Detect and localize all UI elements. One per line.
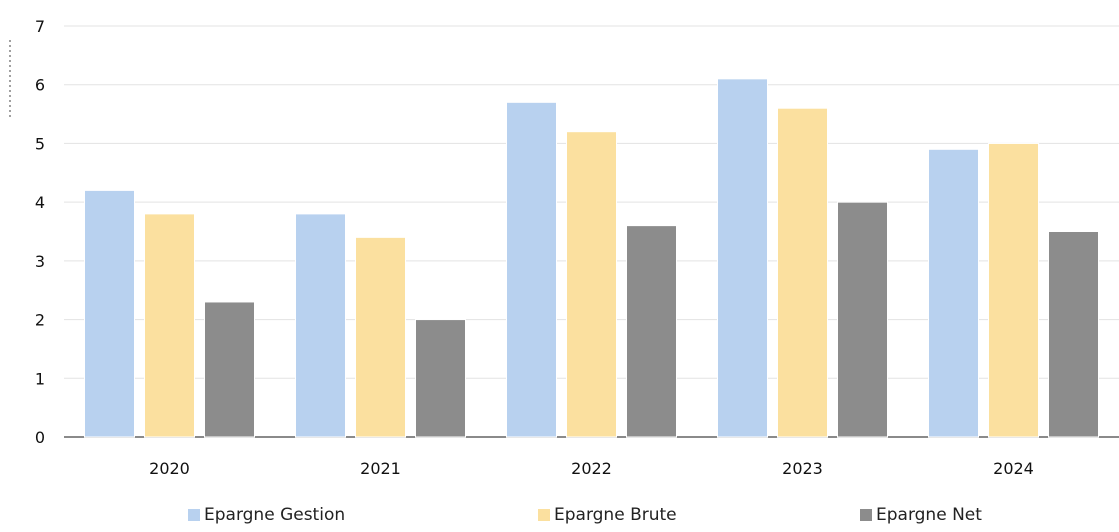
bar-epargne-brute-2024 [988,142,1039,438]
bar-epargne-net-2024 [1048,231,1099,438]
bar-epargne-gestion-2023 [717,78,768,438]
legend-swatch-epargne-brute [538,509,550,521]
axis-labels: 0 1 2 3 4 5 6 7 2020 2021 2022 2023 2024 [35,17,1034,478]
y-tick-label-4: 4 [35,193,45,212]
bar-epargne-brute-2021 [355,236,406,438]
bar-epargne-net-2021 [415,319,466,438]
y-tick-label-1: 1 [35,369,45,388]
bar-epargne-net-2022 [626,225,677,438]
bar-epargne-gestion-2024 [928,148,979,438]
y-tick-label-5: 5 [35,134,45,153]
legend-label-epargne-net: Epargne Net [876,505,982,525]
bar-epargne-net-2020 [204,301,255,438]
bar-epargne-brute-2020 [144,213,195,438]
x-tick-label-2020: 2020 [149,459,190,478]
bar-epargne-net-2023 [837,201,888,438]
x-tick-label-2023: 2023 [782,459,823,478]
bar-epargne-gestion-2022 [506,101,557,438]
y-tick-label-7: 7 [35,17,45,36]
x-tick-label-2024: 2024 [993,459,1034,478]
bar-epargne-brute-2023 [777,107,828,438]
y-tick-label-0: 0 [35,428,45,447]
bar-epargne-gestion-2021 [295,213,346,438]
legend-swatch-epargne-gestion [188,509,200,521]
y-tick-label-2: 2 [35,311,45,330]
y-tick-label-3: 3 [35,252,45,271]
x-tick-label-2022: 2022 [571,459,612,478]
x-tick-label-2021: 2021 [360,459,401,478]
legend-label-epargne-gestion: Epargne Gestion [204,505,345,525]
y-tick-label-6: 6 [35,76,45,95]
bar-epargne-gestion-2020 [84,189,135,438]
bars [84,78,1099,438]
legend-swatch-epargne-net [860,509,872,521]
bar-epargne-brute-2022 [566,131,617,438]
legend-label-epargne-brute: Epargne Brute [554,505,677,525]
legend: Epargne Gestion Epargne Brute Epargne Net [188,505,982,525]
